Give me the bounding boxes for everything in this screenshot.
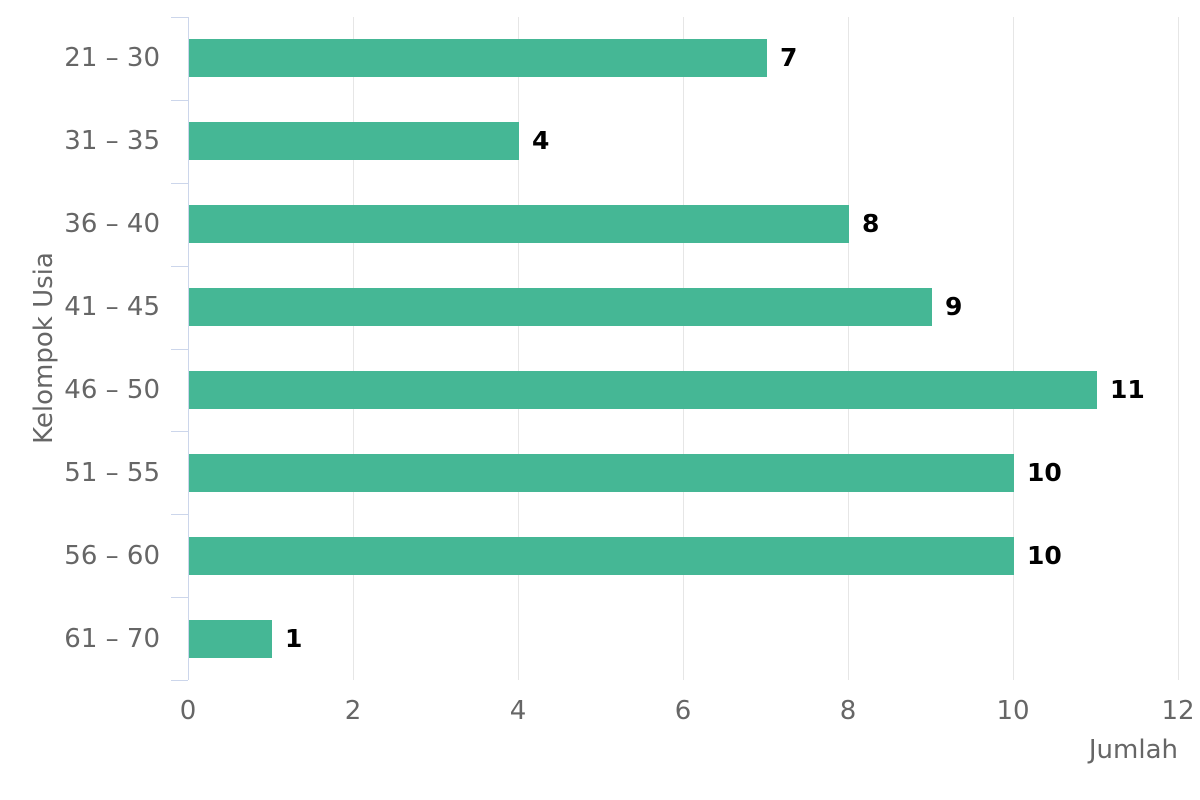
gridline: [683, 17, 684, 680]
bar[interactable]: [189, 537, 1014, 575]
gridline: [518, 17, 519, 680]
x-tick-label: 6: [674, 696, 692, 726]
category-label: 61 – 70: [64, 624, 160, 654]
axis-tick: [171, 100, 188, 101]
x-tick-label: 2: [344, 696, 362, 726]
axis-tick: [171, 183, 188, 184]
bar[interactable]: [189, 205, 849, 243]
axis-tick: [171, 349, 188, 350]
category-label: 51 – 55: [64, 458, 160, 488]
data-label: 4: [532, 126, 550, 155]
gridline: [848, 17, 849, 680]
data-label: 11: [1110, 375, 1145, 404]
axis-tick: [171, 597, 188, 598]
bar[interactable]: [189, 454, 1014, 492]
category-label: 56 – 60: [64, 541, 160, 571]
data-label: 9: [945, 292, 963, 321]
axis-tick: [171, 266, 188, 267]
data-label: 7: [780, 43, 798, 72]
x-tick-label: 12: [1161, 696, 1195, 726]
category-label: 41 – 45: [64, 292, 160, 322]
bar[interactable]: [189, 39, 767, 77]
bar[interactable]: [189, 620, 272, 658]
category-label: 36 – 40: [64, 209, 160, 239]
gridline: [1013, 17, 1014, 680]
category-label: 21 – 30: [64, 43, 160, 73]
category-label: 46 – 50: [64, 375, 160, 405]
category-axis-line: [188, 17, 189, 680]
data-label: 1: [285, 624, 303, 653]
category-label: 31 – 35: [64, 126, 160, 156]
data-label: 10: [1027, 541, 1062, 570]
x-tick-label: 0: [179, 696, 197, 726]
axis-tick: [171, 514, 188, 515]
axis-tick: [171, 680, 188, 681]
data-label: 10: [1027, 458, 1062, 487]
bar[interactable]: [189, 122, 519, 160]
x-axis-title: Jumlah: [1088, 735, 1178, 765]
gridline: [353, 17, 354, 680]
gridline: [1178, 17, 1179, 680]
data-label: 8: [862, 209, 880, 238]
axis-tick: [171, 431, 188, 432]
bar[interactable]: [189, 371, 1097, 409]
axis-tick: [171, 17, 188, 18]
x-tick-label: 10: [996, 696, 1030, 726]
x-tick-label: 4: [509, 696, 527, 726]
x-tick-label: 8: [839, 696, 857, 726]
y-axis-title: Kelompok Usia: [29, 252, 59, 444]
bar[interactable]: [189, 288, 932, 326]
